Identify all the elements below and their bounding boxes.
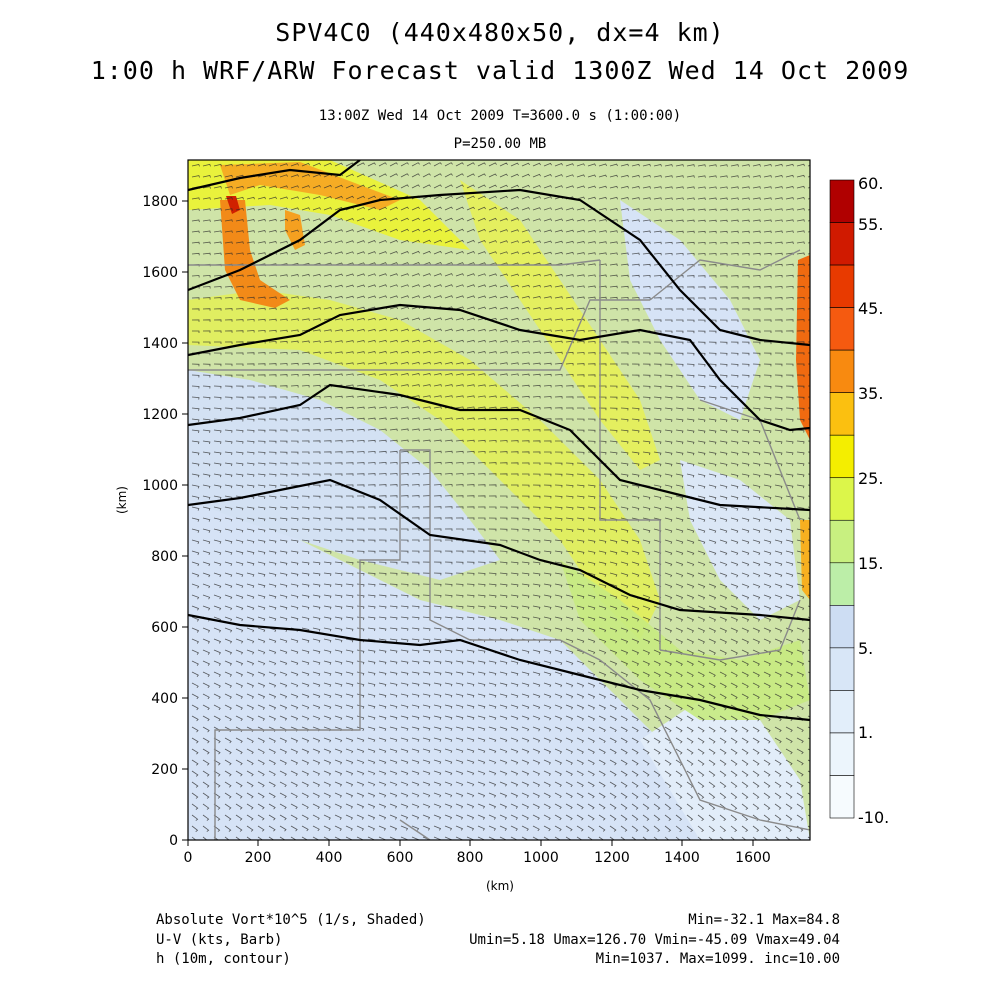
field-band-3 — [560, 560, 810, 720]
colorbar-swatch — [829, 264, 855, 308]
colorbar-swatch — [829, 519, 855, 564]
y-axis-ticks — [182, 200, 188, 841]
colorbar-swatch — [829, 605, 855, 649]
contour-2 — [188, 188, 810, 347]
footer-field-label-1: Absolute Vort*10^5 (1/s, Shaded) — [156, 912, 426, 928]
wind-barbs — [191, 162, 810, 840]
y-tick-label: 200 — [151, 762, 178, 778]
y-axis-labels: 0 200 400 600 800 1000 1200 1400 1600 18… — [142, 194, 178, 849]
colorbar-label: 5. — [858, 639, 873, 658]
border-gulf — [599, 659, 810, 831]
field-peak-east-edge — [796, 255, 810, 440]
y-tick-label: 600 — [151, 620, 178, 636]
colorbar-label: 55. — [858, 215, 883, 234]
height-contours — [188, 160, 810, 722]
border-west — [214, 450, 401, 840]
x-tick-label: 600 — [387, 850, 414, 866]
x-tick-label: 1400 — [664, 850, 700, 866]
y-tick-label: 0 — [169, 833, 178, 849]
footer-stats-1: Min=-32.1 Max=84.8 — [688, 912, 840, 928]
x-axis-labels: 0 200 400 600 800 1000 1200 1400 1600 (k… — [184, 850, 771, 893]
pressure-level-label: P=250.00 MB — [453, 136, 547, 152]
wind-barb-glyphs — [191, 162, 810, 840]
title-line-2: 1:00 h WRF/ARW Forecast valid 1300Z Wed … — [90, 56, 910, 85]
colorbar-swatch — [829, 434, 855, 479]
colorbar-swatch — [829, 690, 855, 734]
colorbar-labels: 60. 55. 45. 35. 25. 15. 5. 1. -10. — [858, 174, 889, 827]
y-tick-label: 1800 — [142, 194, 178, 210]
colorbar-label: 15. — [858, 554, 883, 573]
title-line-1: SPV4C0 (440x480x50, dx=4 km) — [275, 18, 725, 47]
field-low-southeast — [640, 700, 810, 840]
x-tick-label: 1000 — [523, 850, 559, 866]
x-tick-label: 0 — [184, 850, 193, 866]
contour-5 — [188, 478, 810, 622]
colorbar-label: -10. — [858, 808, 889, 827]
field-low-west — [188, 370, 500, 580]
y-tick-label: 1000 — [142, 478, 178, 494]
colorbar-swatch — [829, 307, 855, 351]
contour-1 — [188, 160, 361, 192]
plot-frame — [187, 159, 811, 841]
x-axis-ticks — [187, 840, 754, 846]
y-tick-label: 800 — [151, 549, 178, 565]
border-east — [649, 249, 801, 301]
colorbar-label: 60. — [858, 174, 883, 193]
colorbar-swatch — [829, 349, 855, 393]
colorbar-swatch — [829, 477, 855, 521]
border-upper — [188, 259, 601, 266]
y-tick-label: 400 — [151, 691, 178, 707]
colorbar-swatch — [829, 647, 855, 691]
contour-3 — [188, 303, 810, 432]
x-tick-label: 200 — [245, 850, 272, 866]
vorticity-field — [188, 160, 810, 840]
x-axis-title: (km) — [486, 879, 514, 893]
footer-field-label-2: U-V (kts, Barb) — [156, 932, 283, 948]
x-tick-label: 1600 — [735, 850, 771, 866]
footer-stats-3: Min=1037. Max=1099. inc=10.00 — [595, 951, 840, 967]
y-tick-label: 1600 — [142, 265, 178, 281]
x-tick-label: 1200 — [594, 850, 630, 866]
footer-field-label-3: h (10m, contour) — [156, 951, 291, 967]
colorbar-swatch — [829, 222, 855, 266]
field-peak-east-edge-2 — [800, 520, 810, 600]
x-tick-label: 800 — [457, 850, 484, 866]
contour-4 — [188, 383, 810, 512]
colorbar-swatch — [829, 179, 855, 223]
y-tick-label: 1400 — [142, 336, 178, 352]
colorbar — [829, 179, 855, 819]
footer-stats-2: Umin=5.18 Umax=126.70 Vmin=-45.09 Vmax=4… — [469, 932, 840, 948]
field-peak-west — [220, 200, 290, 308]
border-central — [400, 449, 601, 661]
border-southwest — [399, 819, 431, 840]
colorbar-swatch — [829, 775, 855, 819]
colorbar-label: 45. — [858, 299, 883, 318]
field-low-east — [680, 460, 800, 620]
colorbar-label: 35. — [858, 384, 883, 403]
valid-time-label: 13:00Z Wed 14 Oct 2009 T=3600.0 s (1:00:… — [318, 108, 682, 124]
border-midwest — [599, 260, 661, 650]
y-tick-label: 1200 — [142, 407, 178, 423]
field-band-2 — [460, 180, 660, 470]
field-low-northeast — [620, 200, 760, 420]
colorbar-swatch — [829, 732, 855, 776]
colorbar-label: 25. — [858, 469, 883, 488]
colorbar-label: 1. — [858, 723, 873, 742]
border-southeast — [659, 599, 801, 661]
colorbar-swatch — [829, 562, 855, 606]
x-tick-label: 400 — [316, 850, 343, 866]
y-axis-title: (km) — [115, 486, 129, 514]
colorbar-swatch — [829, 392, 855, 436]
contour-6 — [188, 613, 810, 722]
